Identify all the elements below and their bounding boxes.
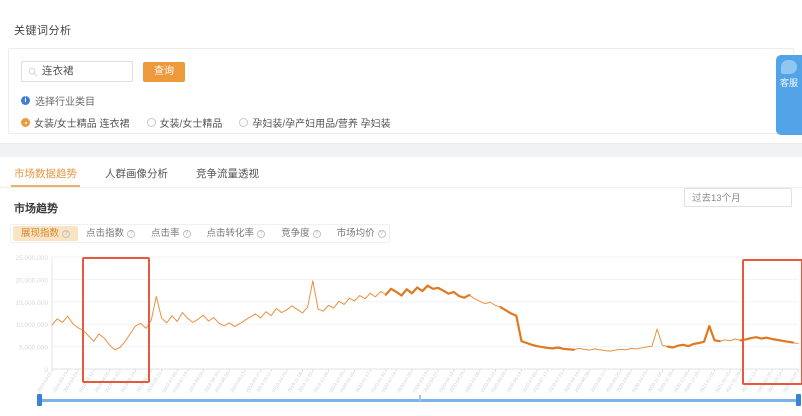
svg-text:2021-01-01: 2021-01-01 [699,371,716,394]
search-icon [28,67,38,76]
svg-text:0: 0 [44,367,48,374]
info-icon: i [21,96,30,105]
svg-text:2020-06-19: 2020-06-19 [506,371,523,394]
tab-audience-profile[interactable]: 人群画像分析 [105,168,168,180]
metric-label: 市场均价 [336,228,375,239]
main-tab-bar: 市场数据趋势 人群画像分析 竞争流量透视 [0,157,802,188]
metric-tab-click-conversion-rate[interactable]: 点击转化率 ? [199,226,274,241]
category-radio-option-1[interactable]: 女装/女士精品 连衣裙 [21,115,130,130]
metric-label: 展现指数 [21,228,60,239]
svg-text:2020-05-08: 2020-05-08 [464,371,481,394]
datazoom-marker [419,395,421,401]
tab-market-data-trend[interactable]: 市场数据趋势 [11,166,80,187]
svg-text:2019-12-06: 2019-12-06 [313,371,330,394]
chart-plot-area: 25,000,000 20,000,000 15,000,000 10,000,000… [10,249,802,414]
datazoom-handle-right[interactable] [796,394,801,406]
svg-text:2019-05-24: 2019-05-24 [120,371,137,394]
category-radio-group: 女装/女士精品 连衣裙 女装/女士精品 孕妇装/孕产妇用品/营养 孕妇装 [21,115,781,130]
radio-dot-icon [21,118,30,127]
svg-text:25,000,000: 25,000,000 [15,255,48,262]
metric-label: 点击转化率 [206,228,255,239]
date-range-select[interactable]: 过去13个月 [684,188,792,207]
svg-text:2019-08-02: 2019-08-02 [187,371,204,394]
help-icon[interactable]: ? [312,229,321,238]
svg-text:2021-03-26: 2021-03-26 [782,371,799,394]
datazoom-slider[interactable] [37,394,801,406]
svg-text:2020-01-17: 2020-01-17 [354,371,371,394]
chart-card: 市场趋势 展现指数 ? 点击指数 ? 点击率 ? 点击转化率 ? 竞争度 ? 市… [0,188,802,414]
svg-text:5,000,000: 5,000,000 [19,345,48,352]
customer-service-widget[interactable]: 客服 [776,55,802,135]
svg-text:2020-02-28: 2020-02-28 [396,371,413,394]
svg-text:2019-09-13: 2019-09-13 [229,371,246,394]
metric-tab-bar: 展现指数 ? 点击指数 ? 点击率 ? 点击转化率 ? 竞争度 ? 市场均价 ? [10,224,390,243]
svg-text:2019-10-25: 2019-10-25 [271,371,288,394]
chat-bubble-icon [781,60,797,74]
category-hint-label: 选择行业类目 [35,97,95,108]
category-radio-label: 孕妇装/孕产妇用品/营养 孕妇装 [252,119,391,130]
category-hint-row: i 选择行业类目 [21,93,781,108]
search-panel: 连衣裙 查询 i 选择行业类目 女装/女士精品 连衣裙 女装/女士精品 孕妇装/… [8,48,794,134]
metric-tab-click-rate[interactable]: 点击率 ? [143,226,199,241]
radio-dot-icon [239,118,249,127]
svg-text:2021-02-12: 2021-02-12 [740,371,757,394]
search-input[interactable]: 连衣裙 [21,61,133,82]
metric-tab-competition[interactable]: 竞争度 ? [273,226,329,241]
category-radio-label: 女装/女士精品 [159,119,223,130]
datazoom-handle-left[interactable] [37,394,42,406]
svg-text:2020-09-11: 2020-09-11 [589,371,606,394]
metric-label: 竞争度 [281,228,310,239]
category-radio-option-2[interactable]: 女装/女士精品 [146,115,223,130]
radio-dot-icon [146,118,156,127]
help-icon[interactable]: ? [182,229,191,238]
metric-tab-market-avg-price[interactable]: 市场均价 ? [329,226,394,241]
help-icon[interactable]: ? [62,229,71,238]
section-title: 市场趋势 [14,203,58,215]
search-row: 连衣裙 查询 [21,61,781,82]
svg-text:2020-07-31: 2020-07-31 [547,371,564,394]
svg-text:15,000,000: 15,000,000 [15,300,48,307]
metric-tab-click-index[interactable]: 点击指数 ? [78,226,143,241]
line-chart[interactable]: 25,000,000 20,000,000 15,000,000 10,000,000… [10,249,802,399]
search-input-value: 连衣裙 [42,65,74,77]
category-radio-label: 女装/女士精品 连衣裙 [34,119,130,130]
metric-tab-impression-index[interactable]: 展现指数 ? [13,226,79,241]
query-button[interactable]: 查询 [143,61,185,82]
section-divider [0,143,802,157]
help-icon[interactable]: ? [377,229,386,238]
tab-competition-traffic[interactable]: 竞争流量透视 [196,168,259,180]
page-title: 关键词分析 [14,25,72,37]
metric-label: 点击率 [151,228,180,239]
svg-text:2019-04-12: 2019-04-12 [78,371,95,394]
metric-label: 点击指数 [86,228,125,239]
help-icon[interactable]: ? [257,229,266,238]
category-radio-option-3[interactable]: 孕妇装/孕产妇用品/营养 孕妇装 [239,115,391,130]
svg-text:10,000,000: 10,000,000 [15,322,48,329]
customer-service-label: 客服 [779,78,798,88]
help-icon[interactable]: ? [127,229,136,238]
svg-text:2020-10-23: 2020-10-23 [631,371,648,394]
svg-text:20,000,000: 20,000,000 [15,277,48,284]
bottom-edge [0,411,802,416]
